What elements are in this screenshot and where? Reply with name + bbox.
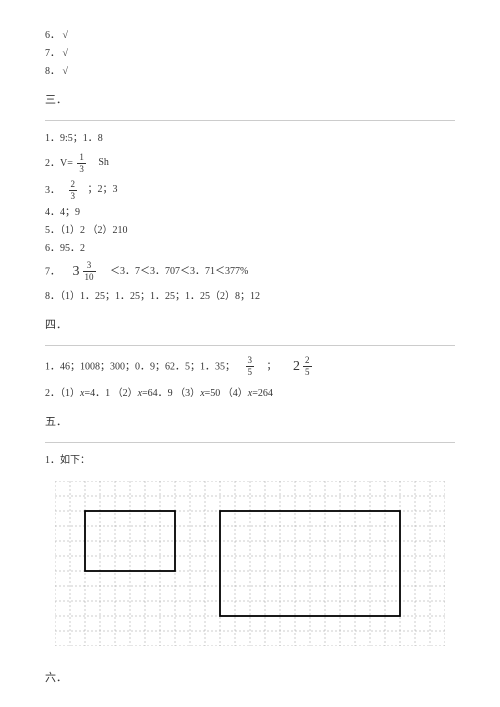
text: Sh <box>98 157 109 168</box>
numerator: 3 <box>246 356 255 366</box>
numerator: 2 <box>303 356 312 366</box>
item-num: 7． <box>45 48 60 59</box>
text: 2．（1） <box>45 388 80 399</box>
check-icon: √ <box>63 66 69 77</box>
s3-l1: 1．9:5；1．8 <box>45 131 455 147</box>
top-items: 6． √ 7． √ 8． √ <box>45 28 455 80</box>
divider <box>45 120 455 121</box>
s3-l6: 6．95．2 <box>45 241 455 257</box>
text: ； <box>267 361 277 372</box>
s3-l8: 8．（1）1．25；1．25；1．25；1．25（2）8；12 <box>45 289 455 305</box>
item-num: 6． <box>45 30 60 41</box>
numerator: 2 <box>69 180 78 190</box>
denominator: 10 <box>83 271 96 282</box>
fraction: 2 5 <box>303 356 312 377</box>
check-icon: √ <box>63 48 69 59</box>
section-6-title: 六． <box>45 670 455 688</box>
s3-l3: 3． 2 3 ；2；3 <box>45 180 455 201</box>
s3-l5: 5．（1）2 （2）210 <box>45 223 455 239</box>
divider <box>45 442 455 443</box>
text: =64．9 （3） <box>142 388 200 399</box>
grid-figure <box>45 481 455 646</box>
s3-l2: 2．V= 1 3 Sh <box>45 153 455 174</box>
denominator: 3 <box>77 163 86 174</box>
fraction: 3 5 <box>246 356 255 377</box>
numerator: 1 <box>77 153 86 163</box>
grid-svg <box>55 481 445 646</box>
item-8: 8． √ <box>45 64 455 80</box>
mixed-int: 3 <box>73 261 80 283</box>
text: 2．V= <box>45 157 73 168</box>
check-icon: √ <box>63 30 69 41</box>
text: ；2；3 <box>88 184 118 195</box>
s4-l1: 1．46；1008；300；0．9；62．5；1．35； 3 5 ； 2 2 5 <box>45 356 455 378</box>
s3-l4: 4．4；9 <box>45 205 455 221</box>
numerator: 3 <box>83 261 96 271</box>
text: =264 <box>252 388 273 399</box>
item-6: 6． √ <box>45 28 455 44</box>
divider <box>45 345 455 346</box>
text: ＜3．7＜3．707＜3．71＜377% <box>110 266 248 277</box>
denominator: 5 <box>246 366 255 377</box>
s5-l1: 1．如下： <box>45 453 455 469</box>
fraction: 3 10 <box>83 261 96 282</box>
text: 7． <box>45 266 60 277</box>
text: 1．46；1008；300；0．9；62．5；1．35； <box>45 361 235 372</box>
text: 3． <box>45 184 60 195</box>
item-num: 8． <box>45 66 60 77</box>
fraction: 2 3 <box>69 180 78 201</box>
text: =4．1 （2） <box>84 388 137 399</box>
s4-l2: 2．（1）x=4．1 （2）x=64．9 （3）x=50 （4）x=264 <box>45 386 455 402</box>
s3-l7: 7． 3 3 10 ＜3．7＜3．707＜3．71＜377% <box>45 261 455 283</box>
section-4-title: 四． <box>45 317 455 335</box>
fraction: 1 3 <box>77 153 86 174</box>
denominator: 5 <box>303 366 312 377</box>
text: =50 （4） <box>205 388 248 399</box>
section-5-title: 五． <box>45 414 455 432</box>
section-3-title: 三． <box>45 92 455 110</box>
denominator: 3 <box>69 190 78 201</box>
item-7: 7． √ <box>45 46 455 62</box>
mixed-int: 2 <box>293 356 300 378</box>
